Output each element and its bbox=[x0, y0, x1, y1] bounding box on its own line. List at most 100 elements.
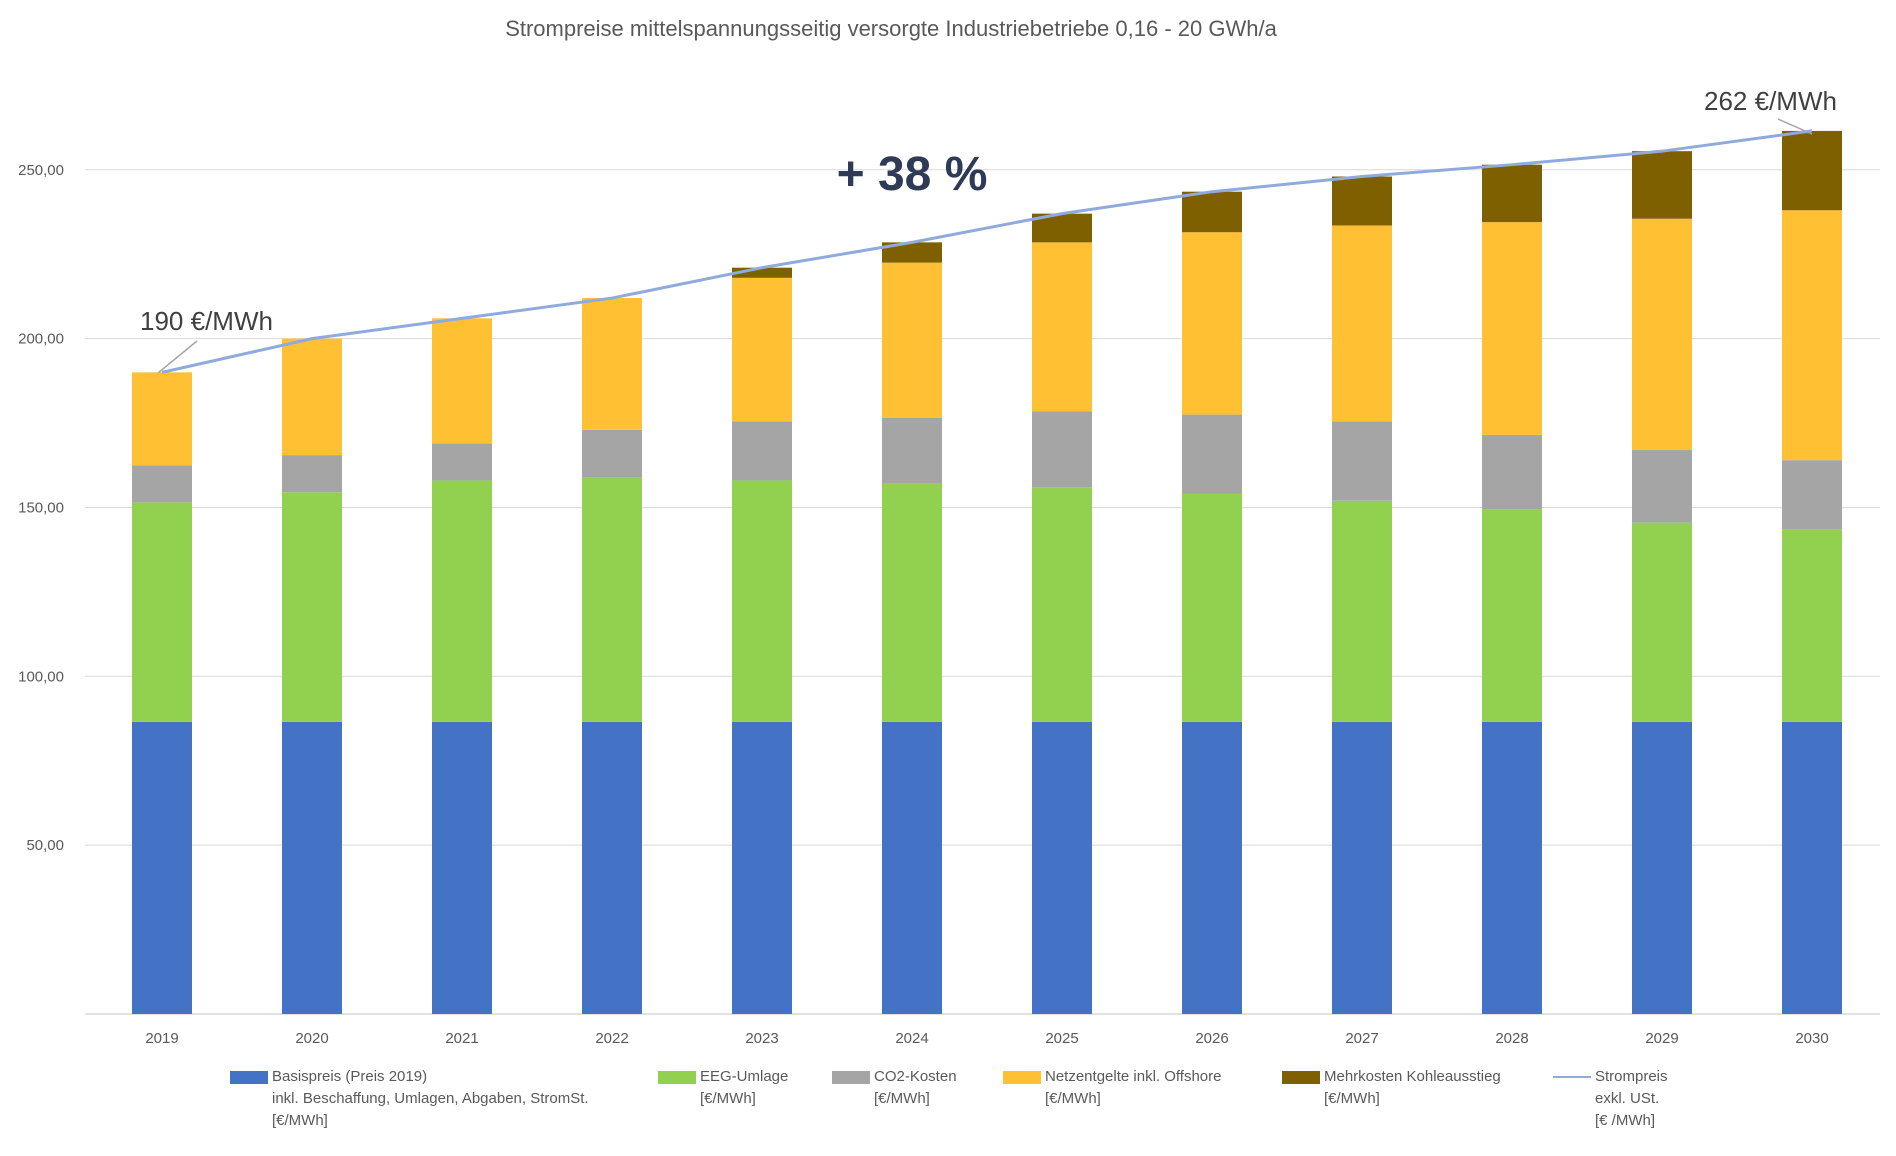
bar-segment-basis bbox=[282, 721, 342, 1014]
legend-swatch bbox=[1282, 1071, 1320, 1084]
bar-segment-netz bbox=[732, 277, 792, 422]
price-line bbox=[161, 129, 1813, 374]
bar-segment-basis bbox=[1182, 721, 1242, 1014]
bar-segment-co2 bbox=[582, 429, 642, 478]
bar-segment-kohle bbox=[1782, 130, 1842, 211]
bar-segment-co2 bbox=[282, 455, 342, 493]
legend-label: Basispreis (Preis 2019) inkl. Beschaffung… bbox=[272, 1066, 589, 1132]
legend-item-kohle: Mehrkosten Kohleausstieg [€/MWh] bbox=[1282, 1066, 1501, 1110]
annotations: 190 €/MWh 262 €/MWh + 38 % bbox=[140, 86, 1837, 374]
bar-segment-eeg bbox=[1782, 529, 1842, 722]
bar-segment-eeg bbox=[1032, 487, 1092, 722]
legend-label: Mehrkosten Kohleausstieg [€/MWh] bbox=[1324, 1066, 1501, 1110]
bar-segment-eeg bbox=[132, 502, 192, 722]
bar-segment-co2 bbox=[432, 443, 492, 481]
bar-segment-co2 bbox=[1782, 460, 1842, 530]
start-price-label: 190 €/MWh bbox=[140, 306, 273, 336]
bar-segment-basis bbox=[732, 721, 792, 1014]
bar-segment-netz bbox=[1482, 222, 1542, 435]
y-tick-label: 250,00 bbox=[18, 162, 64, 179]
y-tick-label: 100,00 bbox=[18, 668, 64, 685]
bar-segment-netz bbox=[132, 372, 192, 466]
y-tick-label: 150,00 bbox=[18, 499, 64, 516]
bar-segment-netz bbox=[1782, 210, 1842, 461]
bar-segment-eeg bbox=[1182, 493, 1242, 722]
increase-label: + 38 % bbox=[837, 148, 988, 201]
bar-segment-kohle bbox=[1182, 191, 1242, 233]
legend-item-basis: Basispreis (Preis 2019) inkl. Beschaffung… bbox=[230, 1066, 589, 1132]
bar-segment-basis bbox=[132, 721, 192, 1014]
legend-item-eeg: EEG-Umlage [€/MWh] bbox=[658, 1066, 788, 1110]
bar-segment-basis bbox=[1782, 721, 1842, 1014]
legend-label-line: Strompreis bbox=[1595, 1068, 1668, 1085]
legend-label: EEG-Umlage [€/MWh] bbox=[700, 1066, 788, 1110]
legend-label-line: Basispreis (Preis 2019) bbox=[272, 1068, 428, 1085]
bar-segment-basis bbox=[1632, 721, 1692, 1014]
bar-segment-kohle bbox=[1632, 151, 1692, 219]
legend-label-line: [€ /MWh] bbox=[1595, 1112, 1656, 1129]
legend-label-line: Mehrkosten Kohleausstieg bbox=[1324, 1068, 1501, 1085]
legend-label-line: exkl. USt. bbox=[1595, 1090, 1660, 1107]
x-tick-label: 2023 bbox=[745, 1030, 778, 1047]
bar-segment-netz bbox=[1632, 218, 1692, 451]
legend-label-line: EEG-Umlage bbox=[700, 1068, 789, 1085]
x-tick-label: 2028 bbox=[1495, 1030, 1528, 1047]
x-tick-label: 2029 bbox=[1645, 1030, 1678, 1047]
legend-label-line: [€/MWh] bbox=[272, 1112, 328, 1129]
chart-title: Strompreise mittelspannungsseitig versor… bbox=[505, 16, 1277, 41]
legend-item-netz: Netzentgelte inkl. Offshore [€/MWh] bbox=[1003, 1066, 1221, 1110]
x-tick-label: 2026 bbox=[1195, 1030, 1228, 1047]
legend-swatch bbox=[230, 1071, 268, 1084]
bar-segment-netz bbox=[1332, 225, 1392, 422]
x-tick-label: 2021 bbox=[445, 1030, 478, 1047]
bar-segment-eeg bbox=[732, 480, 792, 722]
bar-segment-netz bbox=[282, 338, 342, 456]
bar-segment-basis bbox=[582, 721, 642, 1014]
bar-segment-netz bbox=[1032, 242, 1092, 412]
legend-label-line: [€/MWh] bbox=[700, 1090, 756, 1107]
legend-label-line: [€/MWh] bbox=[874, 1090, 930, 1107]
price-line-path bbox=[161, 129, 1813, 374]
x-tick-label: 2024 bbox=[895, 1030, 928, 1047]
legend-swatch bbox=[1553, 1076, 1591, 1078]
x-tick-label: 2027 bbox=[1345, 1030, 1378, 1047]
start-label-leader bbox=[157, 340, 198, 374]
end-label-leader bbox=[1777, 118, 1813, 135]
bar-segment-kohle bbox=[1332, 176, 1392, 226]
legend-item-co2: CO2-Kosten [€/MWh] bbox=[832, 1066, 957, 1110]
bar-segment-kohle bbox=[882, 242, 942, 263]
bar-segment-basis bbox=[1332, 721, 1392, 1014]
bar-segment-co2 bbox=[1182, 414, 1242, 494]
legend-label-line: CO2-Kosten bbox=[874, 1068, 957, 1085]
bar-segment-eeg bbox=[1332, 500, 1392, 722]
bar-segment-basis bbox=[1032, 721, 1092, 1014]
legend-label-line: [€/MWh] bbox=[1324, 1090, 1380, 1107]
x-tick-label: 2019 bbox=[145, 1030, 178, 1047]
x-tick-label: 2022 bbox=[595, 1030, 628, 1047]
y-tick-label: 200,00 bbox=[18, 331, 64, 348]
y-tick-label: 50,00 bbox=[26, 837, 64, 854]
bar-segment-kohle bbox=[732, 267, 792, 278]
legend-swatch bbox=[832, 1071, 870, 1084]
bar-segment-netz bbox=[432, 318, 492, 444]
bar-segment-eeg bbox=[582, 477, 642, 722]
bar-segment-co2 bbox=[1482, 434, 1542, 510]
x-tick-label: 2020 bbox=[295, 1030, 328, 1047]
bar-segment-eeg bbox=[432, 480, 492, 722]
bar-segment-co2 bbox=[132, 465, 192, 503]
bar-segment-kohle bbox=[1482, 164, 1542, 223]
bar-segment-co2 bbox=[882, 417, 942, 484]
legend-label-line: [€/MWh] bbox=[1045, 1090, 1101, 1107]
legend-swatch bbox=[1003, 1071, 1041, 1084]
bar-segment-eeg bbox=[882, 483, 942, 722]
bar-segment-eeg bbox=[282, 492, 342, 722]
legend-label: Strompreis exkl. USt. [€ /MWh] bbox=[1595, 1066, 1668, 1132]
bar-segment-co2 bbox=[1332, 421, 1392, 501]
x-tick-label: 2025 bbox=[1045, 1030, 1078, 1047]
bar-segment-netz bbox=[582, 298, 642, 430]
y-axis-ticks: 50,00 100,00 150,00 200,00 250,00 bbox=[18, 162, 64, 854]
legend-label: Netzentgelte inkl. Offshore [€/MWh] bbox=[1045, 1066, 1221, 1110]
bar-segment-netz bbox=[1182, 232, 1242, 415]
